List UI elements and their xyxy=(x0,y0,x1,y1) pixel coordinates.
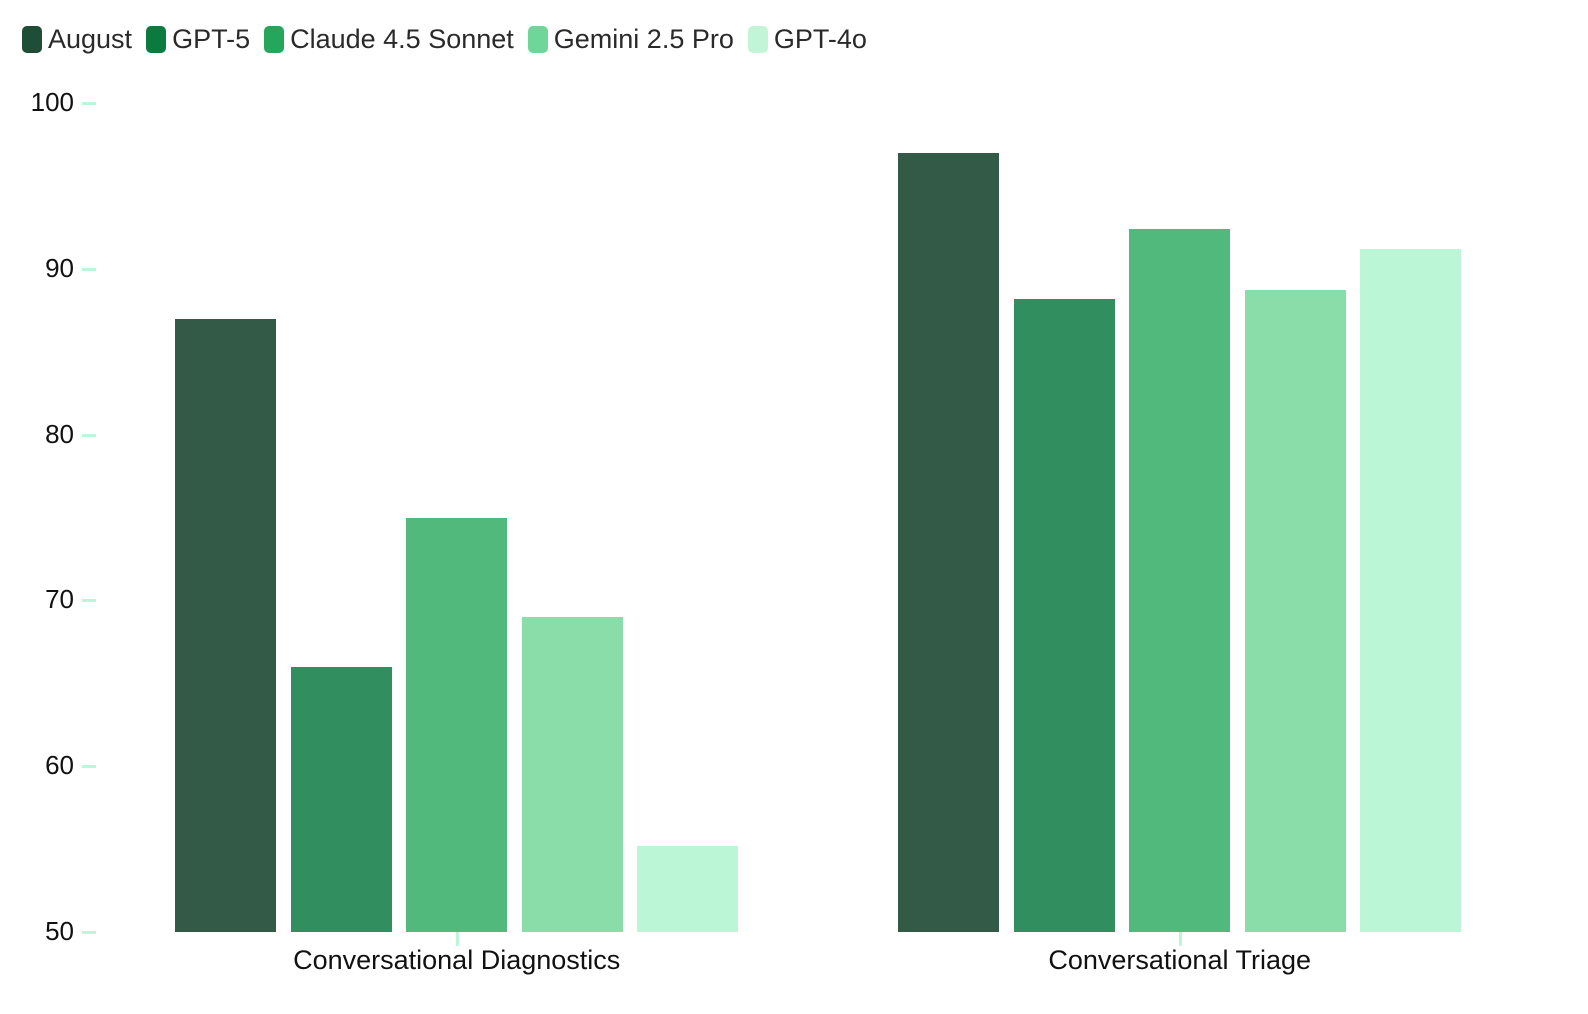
legend-swatch-icon xyxy=(527,26,548,53)
y-tick-mark xyxy=(82,102,96,105)
y-tick-label: 70 xyxy=(45,584,74,615)
x-category-label: Conversational Triage xyxy=(1048,945,1312,975)
y-tick-label: 50 xyxy=(45,916,74,946)
y-tick-label: 60 xyxy=(45,750,74,781)
bar-gpt-5[interactable] xyxy=(1013,298,1115,932)
legend-item[interactable]: GPT-4o xyxy=(747,24,867,55)
legend-label: Claude 4.5 Sonnet xyxy=(290,24,514,54)
x-category-label: Conversational Diagnostics xyxy=(293,945,621,975)
legend-item[interactable]: August xyxy=(22,24,132,55)
bar-august[interactable] xyxy=(898,152,999,932)
legend-swatch-icon xyxy=(747,26,768,53)
y-tick-mark xyxy=(82,765,96,769)
bar-claude-4-5-sonnet[interactable] xyxy=(406,517,508,932)
bar-august[interactable] xyxy=(175,318,276,932)
legend-label: Gemini 2.5 Pro xyxy=(553,24,734,54)
legend-label: GPT-5 xyxy=(172,24,251,54)
bar-gemini-2-5-pro[interactable] xyxy=(1244,290,1346,932)
y-tick-label: 80 xyxy=(45,418,74,449)
bar-claude-4-5-sonnet[interactable] xyxy=(1129,229,1231,932)
bar-gpt-4o[interactable] xyxy=(1360,248,1462,932)
y-tick-mark xyxy=(82,433,96,437)
legend-item[interactable]: GPT-5 xyxy=(146,24,250,55)
x-tick-mark xyxy=(1178,932,1182,946)
legend-swatch-icon xyxy=(146,26,167,53)
legend-label: August xyxy=(48,24,133,54)
chart-legend: August GPT-5 Claude 4.5 Sonnet Gemini 2.5 P… xyxy=(22,24,881,55)
y-tick-mark xyxy=(82,931,96,934)
legend-swatch-icon xyxy=(264,26,285,53)
bar-gpt-4o[interactable] xyxy=(637,845,739,932)
bar-gemini-2-5-pro[interactable] xyxy=(521,616,623,932)
y-tick-label: 100 xyxy=(30,87,74,117)
y-tick-mark xyxy=(82,267,96,271)
y-tick-mark xyxy=(82,599,96,603)
legend-swatch-icon xyxy=(22,26,42,53)
legend-item[interactable]: Gemini 2.5 Pro xyxy=(527,24,734,55)
y-tick-label: 90 xyxy=(45,252,74,283)
legend-item[interactable]: Claude 4.5 Sonnet xyxy=(264,24,514,55)
bar-gpt-5[interactable] xyxy=(290,666,392,932)
x-tick-mark xyxy=(455,932,459,946)
legend-label: GPT-4o xyxy=(773,24,867,54)
